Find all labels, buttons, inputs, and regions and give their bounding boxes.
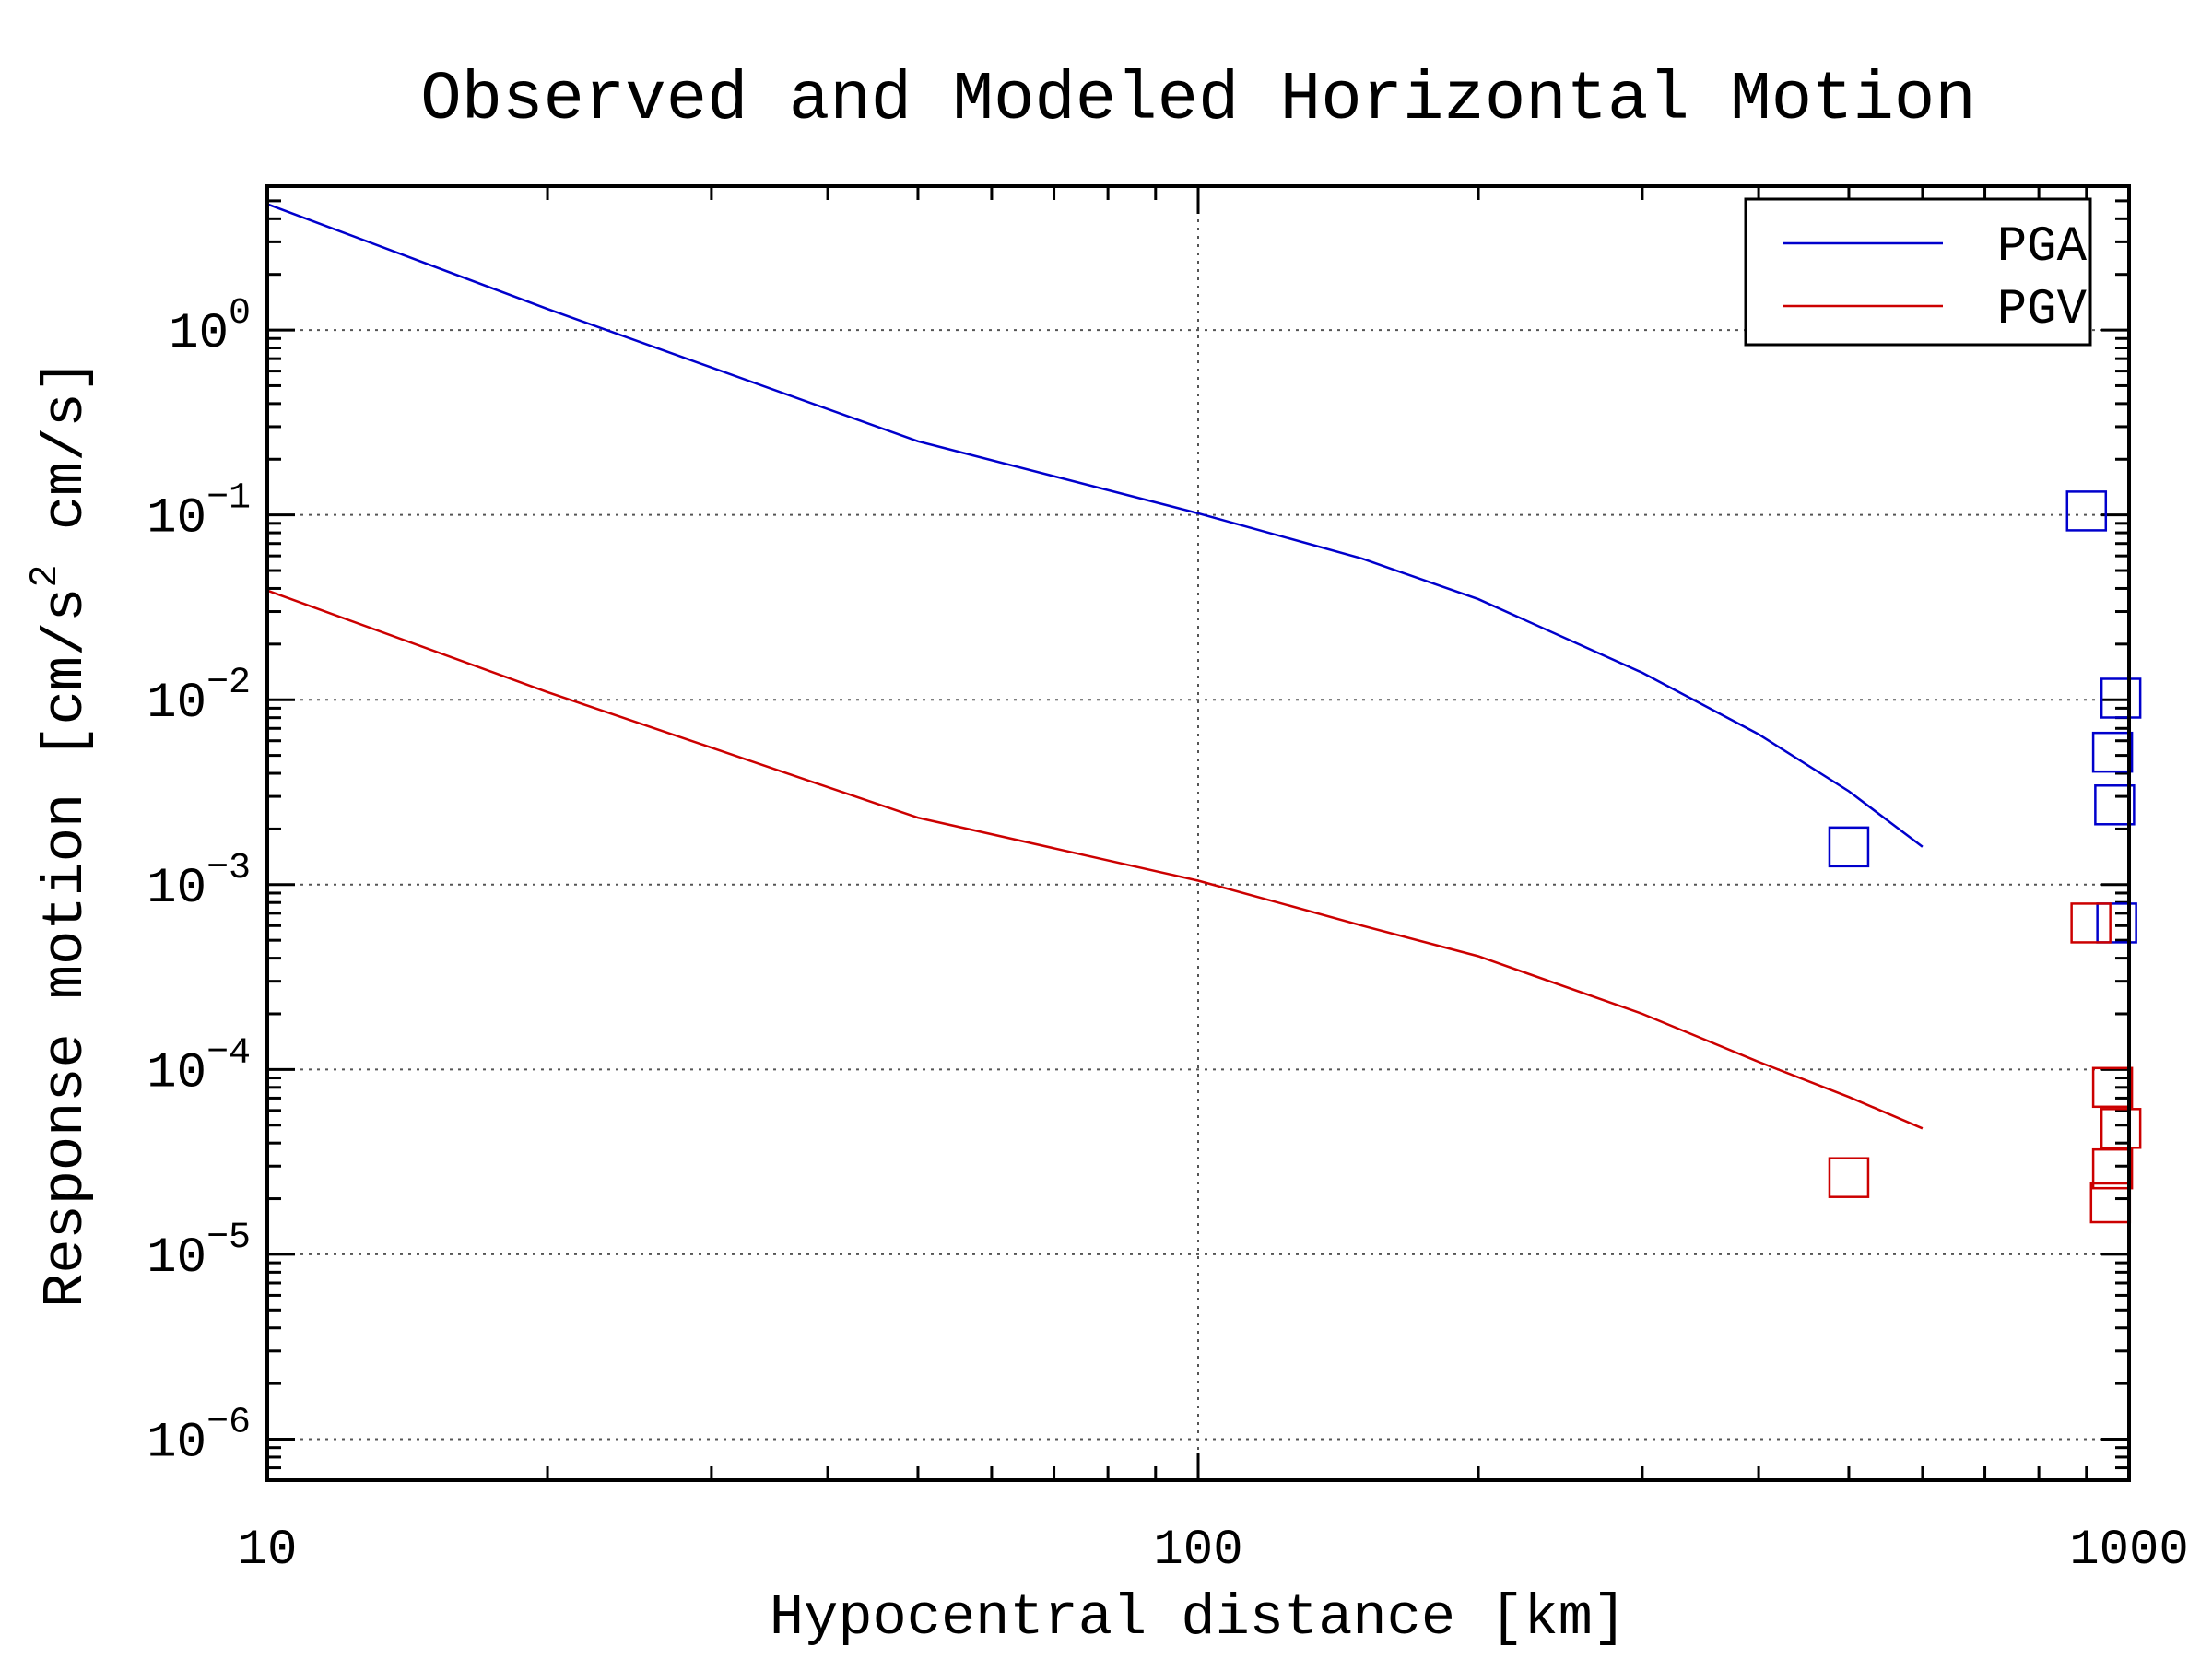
y-tick-label: 10−3 — [147, 848, 251, 917]
y-tick-label: 10−4 — [147, 1032, 251, 1101]
y-tick-label: 10−1 — [147, 478, 251, 547]
y-tick-label: 100 — [169, 293, 251, 362]
x-tick-label: 100 — [1153, 1523, 1242, 1579]
legend-box — [1744, 197, 2092, 347]
observed-marker-pgv-observed — [1828, 1157, 1870, 1198]
y-axis-label-superscript: 2 — [23, 564, 67, 587]
observed-marker-pga-observed — [2100, 677, 2142, 719]
legend: PGA PGV — [1744, 197, 2092, 347]
y-axis-label-main: Response motion [cm/s — [33, 588, 99, 1308]
observed-marker-pgv-observed — [2091, 1066, 2134, 1109]
chart-title: Observed and Modeled Horizontal Motion — [420, 62, 1975, 139]
y-tick-label-base: 10 — [147, 1045, 206, 1101]
x-axis-label: Hypocentral distance [km] — [770, 1585, 1627, 1651]
y-tick-label-exponent: −5 — [206, 1218, 251, 1259]
y-axis-label-tail: cm/s] — [33, 359, 99, 564]
y-tick-label-exponent: −3 — [206, 848, 251, 889]
y-tick-label-base: 10 — [169, 306, 229, 362]
y-tick-label-base: 10 — [147, 861, 206, 917]
series-line-pga — [266, 203, 1924, 848]
y-tick-label-exponent: −4 — [206, 1032, 251, 1074]
series-line-pgv — [266, 589, 1924, 1130]
y-tick-label-exponent: −1 — [206, 478, 251, 520]
observed-marker-pga-observed — [2091, 731, 2134, 773]
y-tick-label-base: 10 — [147, 676, 206, 732]
axis-ticks — [265, 184, 2131, 1482]
observed-marker-pgv-observed — [2100, 1108, 2142, 1149]
y-tick-label: 10−5 — [147, 1218, 251, 1287]
observed-marker-pga-observed — [1828, 826, 1870, 868]
plot-frame — [265, 184, 2131, 1482]
observed-marker-pgv-observed — [2070, 902, 2112, 944]
y-tick-label-base: 10 — [147, 491, 206, 547]
y-tick-label-exponent: −2 — [206, 663, 251, 704]
y-tick-label-base: 10 — [147, 1230, 206, 1287]
x-tick-label: 10 — [238, 1523, 298, 1579]
y-tick-label-exponent: 0 — [229, 293, 251, 335]
observed-marker-pga-observed — [2065, 490, 2108, 532]
observed-marker-pga-observed — [2094, 784, 2136, 826]
y-tick-label: 10−6 — [147, 1403, 251, 1472]
y-tick-label: 10−2 — [147, 663, 251, 732]
legend-label-pgv: PGV — [1997, 282, 2088, 338]
x-tick-labels: 10 100 1000 — [238, 1523, 2189, 1579]
y-axis-label: Response motion [cm/s2 cm/s] — [23, 359, 99, 1308]
y-tick-label-base: 10 — [147, 1416, 206, 1472]
x-tick-label: 1000 — [2069, 1523, 2189, 1579]
observed-markers — [1828, 490, 2142, 1224]
y-tick-label-exponent: −6 — [206, 1403, 251, 1444]
observed-marker-pgv-observed — [2091, 1147, 2134, 1190]
observed-marker-pga-observed — [2096, 902, 2137, 944]
legend-label-pga: PGA — [1997, 219, 2088, 276]
series-lines — [266, 203, 1924, 1130]
